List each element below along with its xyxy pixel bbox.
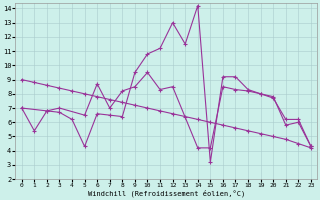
X-axis label: Windchill (Refroidissement éolien,°C): Windchill (Refroidissement éolien,°C) — [88, 190, 245, 197]
